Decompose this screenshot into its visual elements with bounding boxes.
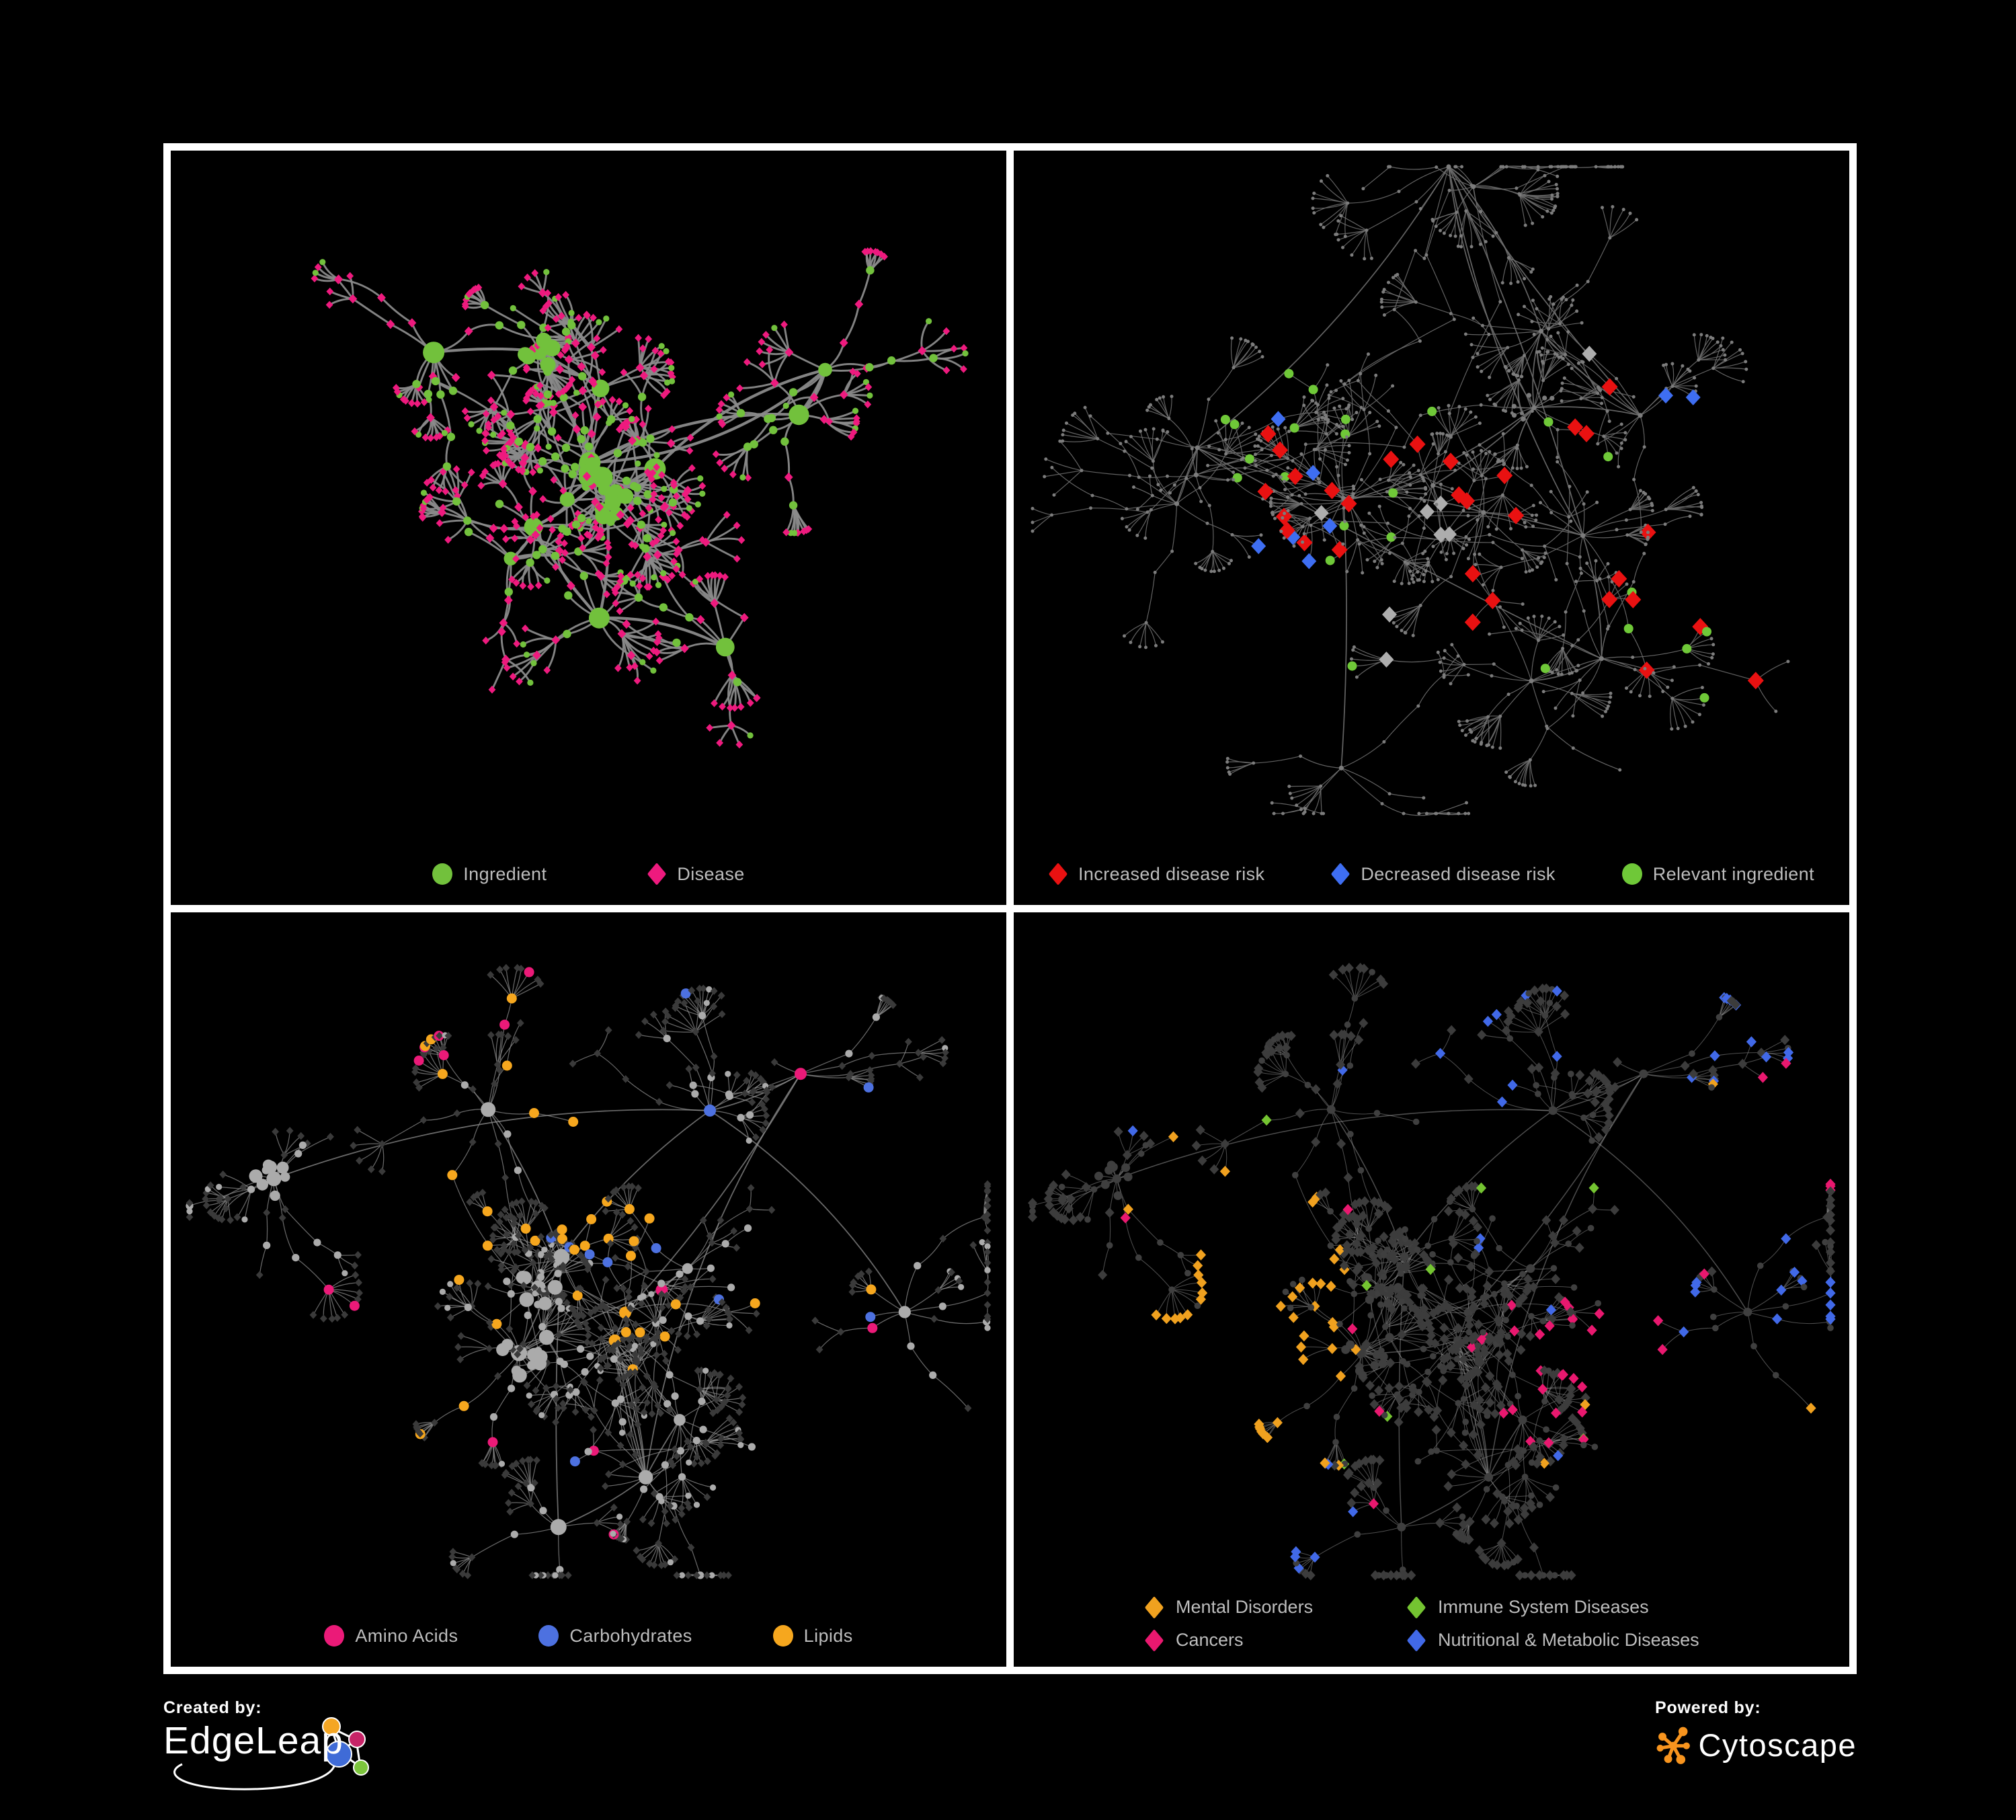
- amino-acids-swatch: [324, 1625, 345, 1647]
- legend-label: Decreased disease risk: [1361, 863, 1556, 884]
- four-panel-network-frame: Ingredient Disease Increased disease ris…: [163, 143, 1857, 1674]
- legend-label: Cancers: [1176, 1630, 1244, 1650]
- legend-item-increased-risk: Increased disease risk: [1048, 863, 1265, 885]
- disease-swatch: [647, 863, 667, 885]
- ingredient-disease-network-graph: [311, 247, 969, 749]
- legend-item-lipids: Lipids: [772, 1625, 853, 1647]
- legend-label: Amino Acids: [355, 1625, 458, 1646]
- legend-item-carbohydrates: Carbohydrates: [538, 1625, 692, 1647]
- decreased-risk-swatch: [1331, 863, 1350, 885]
- legend-item-relevant-ingredient: Relevant ingredient: [1621, 863, 1814, 885]
- cytoscape-logo-icon: [1656, 1727, 1690, 1764]
- legend-nutrient-classes: Amino Acids Carbohydrates Lipids: [171, 1625, 1006, 1647]
- increased-risk-swatch: [1048, 863, 1068, 885]
- legend-item-amino-acids: Amino Acids: [324, 1625, 458, 1647]
- legend-label: Increased disease risk: [1078, 863, 1265, 884]
- immune-diseases-swatch: [1406, 1595, 1426, 1619]
- created-by-label: Created by:: [163, 1698, 262, 1717]
- legend-item-ingredient: Ingredient: [432, 863, 547, 885]
- panel-disease-risk: Increased disease risk Decreased disease…: [1014, 151, 1849, 905]
- legend-label: Relevant ingredient: [1652, 863, 1814, 884]
- nutritional-metabolic-swatch: [1406, 1628, 1426, 1652]
- lipids-swatch: [772, 1625, 793, 1647]
- relevant-ingredient-swatch: [1621, 863, 1642, 885]
- nutrient-class-network-graph: [186, 963, 992, 1579]
- legend-label: Carbohydrates: [569, 1625, 692, 1646]
- disease-risk-network-graph: [1031, 164, 1790, 816]
- cancers-swatch: [1144, 1628, 1164, 1652]
- legend-item-immune-diseases: Immune System Diseases: [1406, 1595, 1699, 1619]
- panel-disease-classes: Mental Disorders Immune System Diseases …: [1014, 912, 1849, 1667]
- legend-item-disease: Disease: [647, 863, 745, 885]
- ingredient-swatch: [432, 863, 453, 885]
- legend-label: Disease: [677, 863, 745, 884]
- legend-item-cancers: Cancers: [1144, 1628, 1407, 1652]
- cytoscape-lockup: Powered by: Cytoscape: [1655, 1698, 1857, 1768]
- disease-class-network-graph: [1028, 963, 1836, 1581]
- panel-nutrient-classes: Amino Acids Carbohydrates Lipids: [171, 912, 1006, 1667]
- panel-ingredient-disease: Ingredient Disease: [171, 151, 1006, 905]
- legend-ingredient-disease: Ingredient Disease: [171, 863, 1006, 885]
- carbohydrates-swatch: [538, 1625, 559, 1647]
- edgeleap-wordmark: EdgeLeap: [163, 1719, 344, 1762]
- legend-item-nutritional-metabolic: Nutritional & Metabolic Diseases: [1406, 1628, 1699, 1652]
- cytoscape-wordmark: Cytoscape: [1698, 1727, 1857, 1763]
- legend-disease-classes: Mental Disorders Immune System Diseases …: [1144, 1595, 1699, 1652]
- legend-label: Nutritional & Metabolic Diseases: [1438, 1630, 1699, 1650]
- footer: Created by: EdgeLeap Powered by:: [163, 1698, 1857, 1790]
- mental-disorders-swatch: [1144, 1595, 1164, 1619]
- legend-label: Mental Disorders: [1176, 1597, 1314, 1617]
- legend-label: Ingredient: [463, 863, 547, 884]
- edgeleap-lockup: Created by: EdgeLeap: [163, 1698, 432, 1790]
- legend-item-decreased-risk: Decreased disease risk: [1331, 863, 1556, 885]
- legend-label: Immune System Diseases: [1438, 1597, 1649, 1617]
- legend-disease-risk: Increased disease risk Decreased disease…: [1014, 863, 1849, 885]
- legend-label: Lipids: [803, 1625, 853, 1646]
- legend-item-mental-disorders: Mental Disorders: [1144, 1595, 1407, 1619]
- edgeleap-logo-icon: [173, 1717, 369, 1790]
- powered-by-label: Powered by:: [1655, 1698, 1761, 1717]
